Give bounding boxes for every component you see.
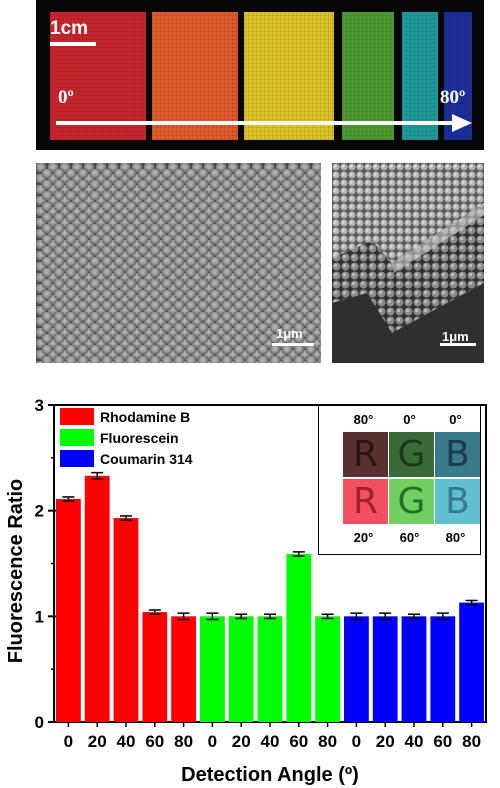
inset-letter: B bbox=[445, 434, 470, 475]
rgb-inset: 80° R R 20° 0° G G 60° 0° B B 80° bbox=[318, 405, 481, 555]
x-tick-label: 60 bbox=[145, 732, 164, 751]
inset-cell-bottom: R bbox=[343, 479, 388, 524]
x-tick-label: 60 bbox=[289, 732, 308, 751]
photo-scale-label: 1cm bbox=[50, 18, 89, 39]
y-tick-label: 3 bbox=[35, 396, 44, 415]
photo-scale-bar bbox=[50, 42, 96, 46]
x-tick-label: 40 bbox=[405, 732, 424, 751]
sem-cross-scale-label: 1μm bbox=[442, 329, 469, 344]
inset-bottom-label: 20° bbox=[353, 530, 374, 545]
x-tick-label: 40 bbox=[117, 732, 136, 751]
x-tick-label: 20 bbox=[376, 732, 395, 751]
legend-label-1: Fluorescein bbox=[100, 430, 179, 446]
y-tick-label: 0 bbox=[35, 713, 44, 732]
inset-letter: G bbox=[397, 481, 426, 522]
bar-1-3 bbox=[286, 553, 312, 722]
color-strip-5 bbox=[402, 12, 438, 140]
inset-cell-bottom: B bbox=[435, 479, 480, 524]
sem-top-scale-bar bbox=[272, 343, 314, 346]
x-tick-label: 0 bbox=[64, 732, 73, 751]
inset-letter: B bbox=[445, 481, 470, 522]
bar-2-0 bbox=[344, 616, 369, 722]
inset-bottom-label: 80° bbox=[445, 530, 466, 545]
inset-cell-top: R bbox=[343, 432, 388, 477]
x-tick-label: 80 bbox=[174, 732, 193, 751]
x-tick-label: 80 bbox=[318, 732, 337, 751]
bar-0-0 bbox=[56, 499, 81, 722]
legend-swatch-0 bbox=[60, 408, 94, 425]
x-tick-label: 60 bbox=[433, 732, 452, 751]
color-strip-4 bbox=[342, 12, 394, 140]
legend-swatch-1 bbox=[60, 429, 94, 446]
color-strip-1 bbox=[50, 12, 146, 140]
inset-bottom-label: 60° bbox=[399, 530, 420, 545]
inset-top-label: 80° bbox=[353, 412, 374, 427]
bar-2-1 bbox=[372, 616, 398, 722]
bar-2-2 bbox=[401, 616, 427, 722]
bar-0-1 bbox=[84, 475, 110, 722]
fluorescence-ratio-chart: 0 1 2 3 0 20 40 60 80 0 20 40 60 80 0 20 40 60 80 Rhodami… bbox=[5, 396, 487, 786]
legend-label-0: Rhodamine B bbox=[100, 409, 190, 425]
bar-1-1 bbox=[228, 616, 254, 722]
bar-0-4 bbox=[171, 616, 196, 722]
x-tick-label: 0 bbox=[352, 732, 361, 751]
angle-arrow-icon bbox=[56, 114, 472, 132]
x-tick-label: 0 bbox=[208, 732, 217, 751]
bar-0-2 bbox=[113, 518, 139, 722]
legend-label-2: Coumarin 314 bbox=[100, 451, 193, 467]
inset-letter: R bbox=[352, 481, 378, 522]
angle-end-label: 80º bbox=[440, 87, 466, 108]
inset-cell-bottom: G bbox=[389, 479, 434, 524]
sem-cross-scale-bar bbox=[440, 343, 476, 346]
bar-0-3 bbox=[142, 612, 168, 722]
bar-1-2 bbox=[257, 616, 283, 722]
bar-1-0 bbox=[200, 616, 225, 722]
color-strip-3 bbox=[244, 12, 334, 140]
sem-cross-section-image: 1μm bbox=[332, 163, 484, 363]
sem-top-scale-label: 1μm bbox=[276, 326, 303, 341]
inset-top-label: 0° bbox=[403, 412, 416, 427]
x-tick-label: 20 bbox=[232, 732, 251, 751]
legend-swatch-2 bbox=[60, 450, 94, 467]
x-axis-title: Detection Angle (º) bbox=[181, 764, 359, 786]
sem-top-view-image: 1μm bbox=[36, 163, 321, 363]
x-tick-label: 20 bbox=[88, 732, 107, 751]
y-tick-label: 1 bbox=[35, 607, 44, 626]
inset-cell-top: G bbox=[389, 432, 434, 477]
x-tick-label: 80 bbox=[462, 732, 481, 751]
bar-2-4 bbox=[459, 602, 484, 722]
y-axis-title: Fluorescence Ratio bbox=[5, 479, 27, 664]
x-tick-label: 40 bbox=[261, 732, 280, 751]
inset-top-label: 0° bbox=[449, 412, 462, 427]
angle-start-label: 0º bbox=[58, 87, 74, 108]
inset-cell-top: B bbox=[435, 432, 480, 477]
inset-letter: R bbox=[352, 434, 378, 475]
bar-1-4 bbox=[315, 616, 340, 722]
inset-letter: G bbox=[397, 434, 426, 475]
color-strips-photo: 1cm 0º 80º bbox=[36, 0, 484, 150]
color-strip-2 bbox=[152, 12, 238, 140]
bar-2-3 bbox=[430, 616, 456, 722]
y-tick-label: 2 bbox=[35, 502, 44, 521]
